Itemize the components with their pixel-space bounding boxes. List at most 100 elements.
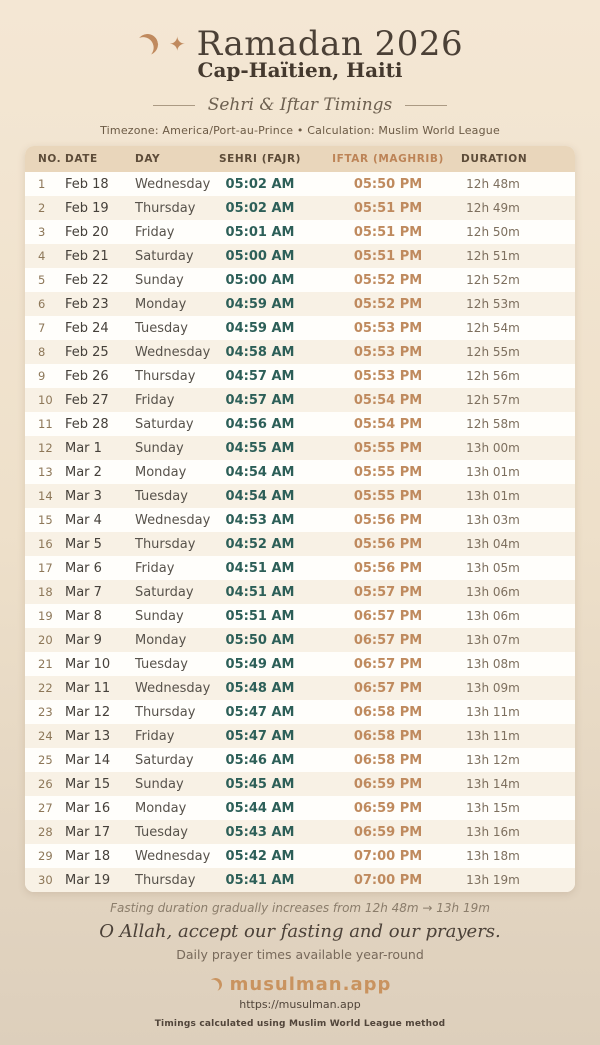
- iftar-time: 05:51 PM: [353, 248, 423, 264]
- row-number: 13: [38, 465, 53, 479]
- row-number: 26: [38, 777, 53, 791]
- duration-cell: 12h 51m: [466, 249, 520, 263]
- table-row: 29 Mar 18 Wednesday 05:42 AM 07:00 PM 13h 18m: [25, 844, 575, 868]
- sehri-time: 04:55 AM: [225, 440, 295, 456]
- day-cell: Monday: [135, 296, 187, 312]
- row-number: 11: [38, 417, 53, 431]
- day-cell: Thursday: [135, 536, 196, 552]
- date-cell: Mar 8: [65, 608, 102, 624]
- four-pointed-star-icon: ✦: [168, 32, 186, 56]
- brand-name: musulman.app: [229, 974, 392, 995]
- table-row: 15 Mar 4 Wednesday 04:53 AM 05:56 PM 13h 03m: [25, 508, 575, 532]
- sehri-time: 04:54 AM: [225, 464, 295, 480]
- date-cell: Mar 19: [65, 872, 111, 888]
- duration-cell: 13h 03m: [466, 513, 520, 527]
- date-cell: Mar 16: [65, 800, 111, 816]
- iftar-time: 06:59 PM: [353, 824, 423, 840]
- day-cell: Saturday: [135, 416, 194, 432]
- row-number: 10: [38, 393, 53, 407]
- date-cell: Mar 14: [65, 752, 111, 768]
- sehri-time: 04:52 AM: [225, 536, 295, 552]
- date-cell: Mar 13: [65, 728, 111, 744]
- iftar-time: 05:55 PM: [353, 440, 423, 456]
- day-cell: Monday: [135, 464, 187, 480]
- row-number: 16: [38, 537, 53, 551]
- duration-cell: 12h 49m: [466, 201, 520, 215]
- sehri-time: 05:50 AM: [225, 632, 295, 648]
- date-cell: Mar 10: [65, 656, 111, 672]
- column-header-no: NO.: [38, 153, 62, 165]
- date-cell: Mar 7: [65, 584, 102, 600]
- table-row: 5 Feb 22 Sunday 05:00 AM 05:52 PM 12h 52m: [25, 268, 575, 292]
- row-number: 2: [38, 201, 46, 215]
- row-number: 14: [38, 489, 53, 503]
- date-cell: Mar 5: [65, 536, 102, 552]
- iftar-time: 06:59 PM: [353, 800, 423, 816]
- day-cell: Thursday: [135, 200, 196, 216]
- duration-cell: 13h 09m: [466, 681, 520, 695]
- row-number: 20: [38, 633, 53, 647]
- day-cell: Sunday: [135, 272, 184, 288]
- day-cell: Thursday: [135, 704, 196, 720]
- date-cell: Feb 21: [65, 248, 109, 264]
- day-cell: Sunday: [135, 608, 184, 624]
- duration-cell: 12h 58m: [466, 417, 520, 431]
- day-cell: Wednesday: [135, 848, 211, 864]
- sehri-time: 05:01 AM: [225, 224, 295, 240]
- row-number: 18: [38, 585, 53, 599]
- iftar-time: 06:57 PM: [353, 632, 423, 648]
- sehri-time: 05:00 AM: [225, 272, 295, 288]
- iftar-time: 05:52 PM: [353, 272, 423, 288]
- iftar-time: 05:51 PM: [353, 224, 423, 240]
- table-row: 23 Mar 12 Thursday 05:47 AM 06:58 PM 13h 11m: [25, 700, 575, 724]
- date-cell: Mar 18: [65, 848, 111, 864]
- sehri-time: 05:00 AM: [225, 248, 295, 264]
- date-cell: Mar 3: [65, 488, 102, 504]
- sehri-time: 05:48 AM: [225, 680, 295, 696]
- table-row: 25 Mar 14 Saturday 05:46 AM 06:58 PM 13h 12m: [25, 748, 575, 772]
- calculation-method-note: Timings calculated using Muslim World Le…: [154, 1019, 446, 1029]
- row-number: 1: [38, 177, 46, 191]
- row-number: 3: [38, 225, 46, 239]
- table-row: 30 Mar 19 Thursday 05:41 AM 07:00 PM 13h 19m: [25, 868, 575, 892]
- day-cell: Wednesday: [135, 344, 211, 360]
- location-title: Cap-Haïtien, Haiti: [197, 58, 403, 82]
- column-header-duration: DURATION: [461, 153, 528, 165]
- day-cell: Friday: [135, 560, 175, 576]
- sehri-time: 04:57 AM: [225, 368, 295, 384]
- day-cell: Saturday: [135, 584, 194, 600]
- duration-cell: 13h 07m: [466, 633, 520, 647]
- iftar-time: 06:57 PM: [353, 608, 423, 624]
- day-cell: Wednesday: [135, 512, 211, 528]
- date-cell: Feb 26: [65, 368, 109, 384]
- sehri-time: 05:46 AM: [225, 752, 295, 768]
- sehri-time: 05:42 AM: [225, 848, 295, 864]
- iftar-time: 06:58 PM: [353, 704, 423, 720]
- day-cell: Thursday: [135, 872, 196, 888]
- table-header-row: NO. DATE DAY SEHRI (FAJR) IFTAR (MAGHRIB…: [25, 146, 575, 172]
- day-cell: Wednesday: [135, 176, 211, 192]
- day-cell: Tuesday: [135, 824, 188, 840]
- date-cell: Feb 23: [65, 296, 109, 312]
- sehri-time: 04:56 AM: [225, 416, 295, 432]
- iftar-time: 06:59 PM: [353, 776, 423, 792]
- row-number: 5: [38, 273, 46, 287]
- sehri-time: 05:49 AM: [225, 656, 295, 672]
- timings-table-body: 1 Feb 18 Wednesday 05:02 AM 05:50 PM 12h 48m 2…: [25, 172, 575, 892]
- sehri-time: 04:59 AM: [225, 296, 295, 312]
- sehri-time: 05:43 AM: [225, 824, 295, 840]
- sehri-time: 04:58 AM: [225, 344, 295, 360]
- table-row: 27 Mar 16 Monday 05:44 AM 06:59 PM 13h 15m: [25, 796, 575, 820]
- duration-cell: 12h 54m: [466, 321, 520, 335]
- table-row: 11 Feb 28 Saturday 04:56 AM 05:54 PM 12h 58m: [25, 412, 575, 436]
- iftar-time: 06:58 PM: [353, 728, 423, 744]
- duration-cell: 12h 52m: [466, 273, 520, 287]
- iftar-time: 05:51 PM: [353, 200, 423, 216]
- row-number: 23: [38, 705, 53, 719]
- duration-cell: 13h 19m: [466, 873, 520, 887]
- table-row: 24 Mar 13 Friday 05:47 AM 06:58 PM 13h 11m: [25, 724, 575, 748]
- duration-cell: 13h 06m: [466, 609, 520, 623]
- day-cell: Saturday: [135, 752, 194, 768]
- iftar-time: 05:56 PM: [353, 560, 423, 576]
- date-cell: Mar 11: [65, 680, 111, 696]
